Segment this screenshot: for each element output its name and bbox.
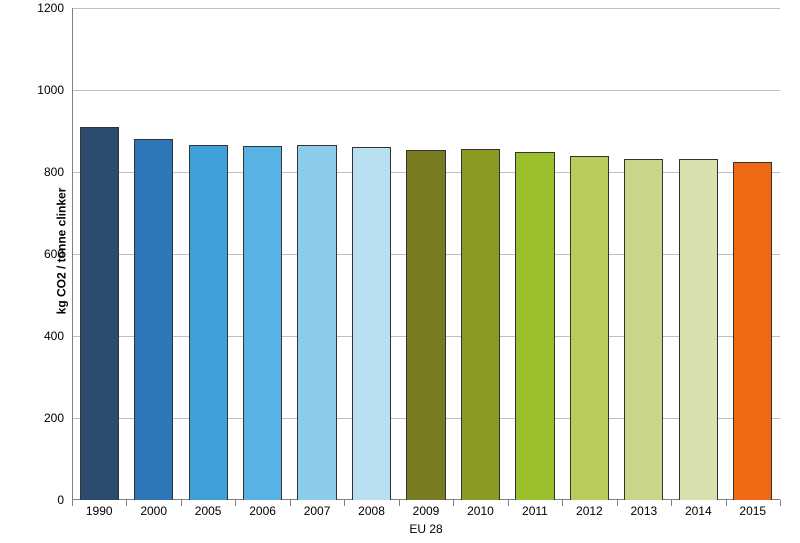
y-tick-label: 0 [57,493,72,507]
category-separator [181,500,182,506]
category-separator [562,500,563,506]
y-tick-label: 800 [44,165,72,179]
category-separator [126,500,127,506]
plot-area: 0200400600800100012001990200020052006200… [72,8,780,500]
chart-container: 0200400600800100012001990200020052006200… [0,0,800,543]
bar [570,156,609,500]
x-tick-label: 1990 [86,500,113,518]
y-axis-label: kg CO2 / tonne clinker [54,188,68,315]
bar [733,162,772,500]
x-tick-label: 2006 [249,500,276,518]
y-tick-label: 200 [44,411,72,425]
bar [189,145,228,500]
x-tick-label: 2009 [413,500,440,518]
x-axis-caption: EU 28 [409,522,442,536]
category-separator [508,500,509,506]
category-separator [780,500,781,506]
bar [679,159,718,500]
x-tick-label: 2005 [195,500,222,518]
gridline [72,8,780,9]
bar [624,159,663,500]
x-tick-label: 2012 [576,500,603,518]
category-separator [671,500,672,506]
category-separator [726,500,727,506]
x-tick-label: 2010 [467,500,494,518]
category-separator [290,500,291,506]
gridline [72,90,780,91]
bar [297,145,336,500]
category-separator [399,500,400,506]
x-tick-label: 2014 [685,500,712,518]
bar [134,139,173,500]
category-separator [344,500,345,506]
x-tick-label: 2007 [304,500,331,518]
y-axis-line [72,8,73,500]
category-separator [235,500,236,506]
x-tick-label: 2008 [358,500,385,518]
y-tick-label: 400 [44,329,72,343]
x-tick-label: 2011 [522,500,548,518]
x-tick-label: 2015 [739,500,766,518]
x-tick-label: 2000 [140,500,167,518]
y-tick-label: 1200 [37,1,72,15]
category-separator [617,500,618,506]
category-separator [72,500,73,506]
bar [461,149,500,500]
bar [515,152,554,500]
bar [352,147,391,500]
bar [80,127,119,500]
y-tick-label: 1000 [37,83,72,97]
x-tick-label: 2013 [630,500,657,518]
bar [243,146,282,500]
category-separator [453,500,454,506]
bar [406,150,445,500]
